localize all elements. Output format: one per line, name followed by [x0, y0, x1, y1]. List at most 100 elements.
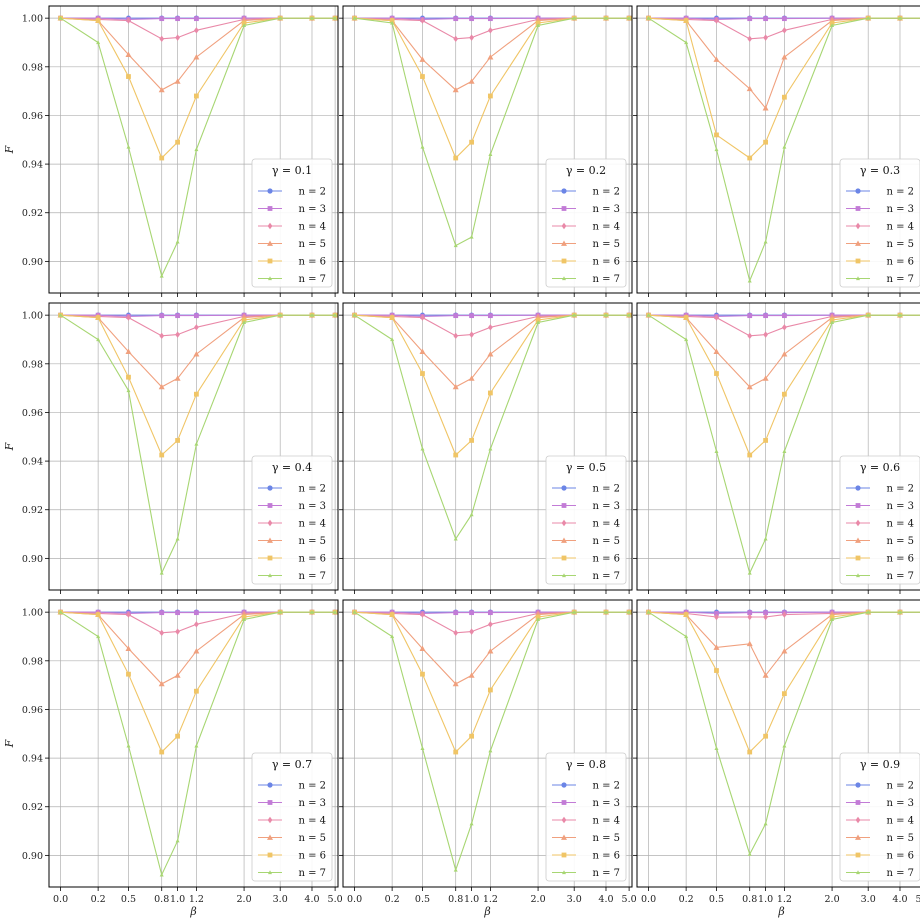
- plot-frame: [636, 599, 920, 888]
- legend-marker-n2: [855, 485, 861, 491]
- series-line-n6: [60, 17, 336, 159]
- data-point-n6: [781, 691, 787, 697]
- data-point-n6: [389, 612, 395, 617]
- x-tick-label: 0.0: [641, 894, 656, 905]
- series-line-n7: [648, 314, 920, 575]
- legend: γ = 0.2 n = 2 n = 3 n = 4 n = 5 n = 6 n = 7: [545, 158, 627, 288]
- data-point-n6: [241, 614, 247, 620]
- y-tick-label: 0.94: [22, 754, 43, 765]
- data-point-n7: [390, 20, 395, 25]
- legend-marker-n6: [267, 555, 273, 561]
- data-point-n7: [572, 312, 577, 317]
- legend-marker-n2: [267, 188, 273, 194]
- data-point-n7: [309, 312, 314, 317]
- data-point-n5: [193, 54, 200, 60]
- legend-title: γ = 0.7: [272, 758, 312, 771]
- legend-entry-n7: n = 7: [886, 571, 914, 582]
- legend-entry-n2: n = 2: [886, 781, 914, 792]
- panel-9: 0.0 0.2 0.5 0.81.0 1.2 2.0 3.0 4.0 5.0 β γ = 0.9 n …: [633, 599, 920, 918]
- legend-entry-n4: n = 4: [298, 816, 326, 827]
- legend-entry-n2: n = 2: [886, 484, 914, 495]
- x-tick-label: 1.0: [464, 894, 479, 905]
- legend-marker-n5: [561, 240, 567, 246]
- legend-marker-n5: [561, 834, 567, 840]
- legend-marker-n5: [267, 834, 273, 840]
- data-point-n7: [159, 273, 164, 278]
- data-point-n7: [866, 609, 871, 614]
- data-point-n7: [627, 609, 632, 614]
- legend-marker-n5: [855, 834, 861, 840]
- data-point-n7: [763, 536, 768, 541]
- data-point-n3: [763, 16, 769, 22]
- data-point-n3: [175, 313, 181, 319]
- legend-entry-n3: n = 3: [298, 798, 326, 809]
- data-point-n7: [309, 609, 314, 614]
- plot-frame: [342, 302, 633, 591]
- x-tick-label: 1.2: [483, 894, 498, 905]
- data-point-n5: [174, 78, 181, 84]
- legend: γ = 0.7 n = 2 n = 3 n = 4 n = 5 n = 6 n = 7: [251, 752, 333, 882]
- legend-marker-n7: [856, 276, 860, 281]
- data-point-n7: [714, 147, 719, 152]
- legend-entry-n6: n = 6: [298, 851, 326, 862]
- data-point-n7: [278, 15, 283, 20]
- legend-marker-n6: [561, 258, 567, 264]
- series-line-n6: [60, 611, 336, 753]
- data-point-n4: [420, 17, 425, 24]
- data-point-n4: [714, 613, 719, 621]
- legend-marker-n4: [267, 222, 273, 230]
- data-point-n5: [468, 672, 475, 678]
- panel-7: 0.90 0.92 0.94 0.96 0.98 1.00 0.0 0.2 0.5 0.8 1.0 1…: [3, 599, 343, 918]
- series-group: [645, 608, 920, 856]
- data-point-n5: [193, 351, 200, 357]
- legend-entry-n2: n = 2: [298, 781, 326, 792]
- data-point-n4: [420, 611, 425, 618]
- data-point-n3: [159, 610, 165, 616]
- x-tick-label: 5.0: [622, 894, 637, 905]
- data-point-n5: [781, 648, 788, 654]
- data-point-n3: [159, 16, 165, 22]
- data-point-n4: [175, 331, 181, 338]
- data-point-n5: [452, 680, 459, 687]
- data-point-n6: [747, 155, 753, 161]
- legend-entry-n7: n = 7: [592, 274, 620, 285]
- data-point-n6: [453, 749, 459, 755]
- data-point-n6: [389, 18, 395, 23]
- legend-title: γ = 0.8: [566, 758, 606, 771]
- data-point-n7: [782, 743, 787, 748]
- legend-marker-n4: [267, 519, 273, 527]
- legend-title: γ = 0.5: [566, 461, 606, 474]
- data-point-n7: [194, 147, 199, 152]
- y-tick-label: 0.92: [22, 802, 43, 813]
- y-tick-label: 0.90: [22, 851, 43, 862]
- data-point-n7: [390, 337, 395, 342]
- data-point-n6: [683, 315, 689, 320]
- data-point-n7: [175, 536, 180, 541]
- data-point-n5: [713, 56, 720, 62]
- data-point-n5: [781, 54, 788, 60]
- legend-marker-n6: [267, 852, 273, 858]
- plot-frame: [342, 5, 633, 294]
- data-point-n6: [453, 155, 459, 161]
- legend-entry-n6: n = 6: [592, 851, 620, 862]
- y-axis-label: F: [3, 145, 16, 154]
- x-tick-label: 0.8: [154, 894, 169, 905]
- data-point-n3: [469, 610, 475, 616]
- data-point-n7: [242, 320, 247, 325]
- data-point-n7: [747, 851, 752, 856]
- data-point-n4: [469, 628, 475, 635]
- legend-title: γ = 0.1: [272, 164, 312, 177]
- data-point-n7: [453, 243, 458, 248]
- legend-marker-n4: [561, 816, 567, 824]
- x-tick-label: 1.0: [758, 894, 773, 905]
- series-line-n5: [354, 17, 630, 91]
- series-line-n6: [354, 611, 630, 753]
- data-point-n5: [158, 383, 165, 390]
- data-point-n7: [747, 570, 752, 575]
- legend-marker-n4: [267, 816, 273, 824]
- data-point-n5: [125, 348, 132, 355]
- panel-6: γ = 0.6 n = 2 n = 3 n = 4 n = 5 n = 6 n = 7: [633, 302, 920, 594]
- legend-marker-n3: [561, 800, 567, 805]
- data-point-n6: [126, 374, 131, 380]
- legend-marker-n5: [267, 537, 273, 543]
